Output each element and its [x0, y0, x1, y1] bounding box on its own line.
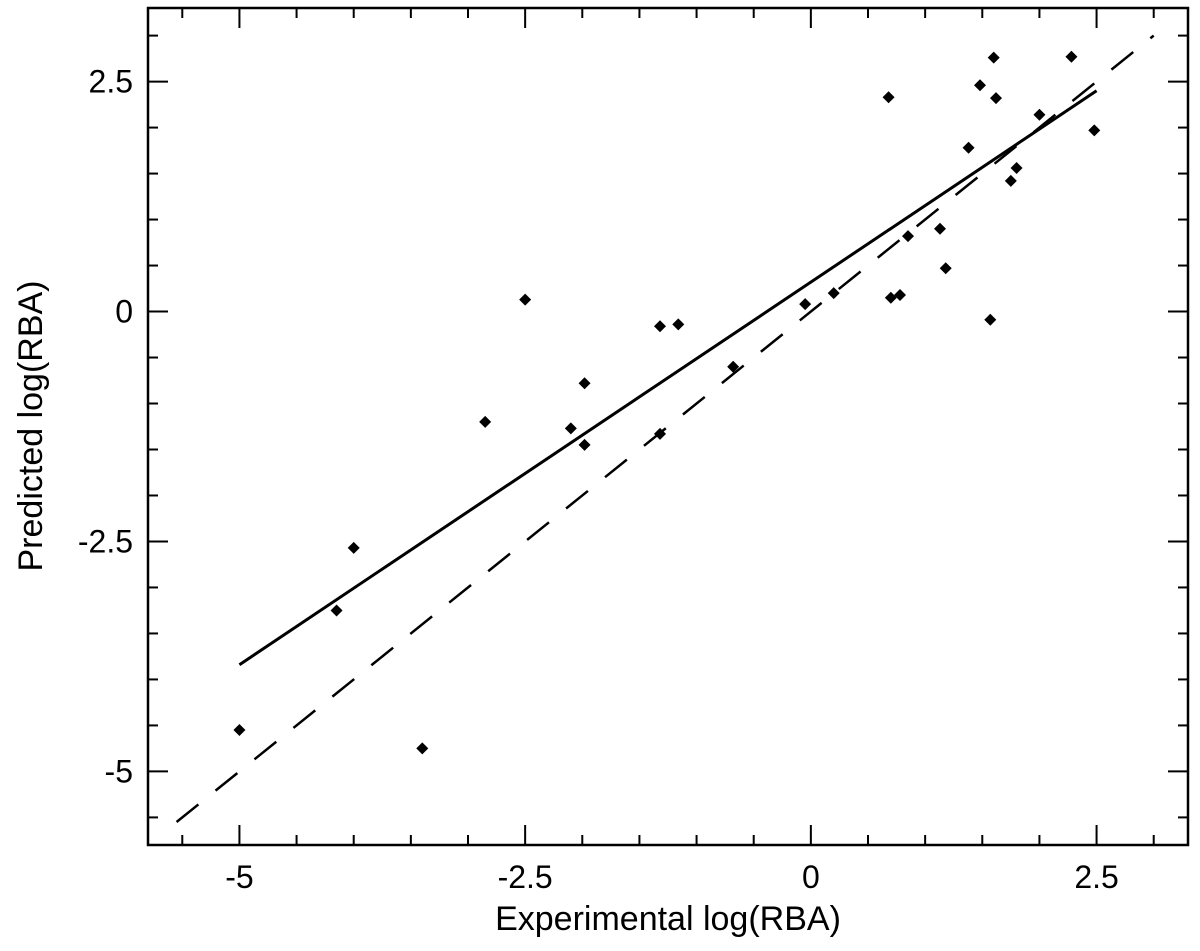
- data-point: [902, 230, 914, 243]
- data-point: [882, 91, 895, 104]
- data-point: [987, 51, 1000, 64]
- x-tick-label: 2.5: [1074, 859, 1118, 895]
- x-tick-label: 0: [802, 859, 820, 895]
- data-point: [894, 288, 906, 301]
- identity-dashed-line: [175, 34, 1155, 823]
- y-tick-label: 0: [115, 294, 133, 330]
- x-tick-label: -5: [225, 859, 253, 895]
- data-point: [934, 222, 946, 235]
- data-point: [990, 92, 1002, 105]
- data-point: [672, 318, 685, 331]
- data-point: [984, 313, 997, 326]
- data-points: [233, 50, 1101, 755]
- line-series: [175, 34, 1155, 823]
- data-point: [1004, 174, 1017, 187]
- data-point: [962, 141, 975, 154]
- data-point: [564, 422, 577, 435]
- data-point: [233, 724, 246, 737]
- data-point: [578, 377, 591, 390]
- data-point: [1033, 108, 1046, 121]
- y-axis-title: Predicted log(RBA): [12, 280, 50, 571]
- data-point: [654, 320, 666, 333]
- tick-labels: -5 -5 -2.5 -2.5 0 0 2.5 2.5: [78, 64, 1119, 895]
- data-point: [939, 262, 952, 275]
- data-point: [479, 415, 492, 428]
- data-point: [519, 293, 532, 306]
- data-point: [974, 79, 986, 92]
- data-point: [330, 604, 343, 617]
- data-point: [1088, 124, 1101, 137]
- data-point: [578, 438, 591, 451]
- axis-ticks: [148, 8, 1188, 845]
- regression-fit-line: [238, 89, 1098, 666]
- data-point: [727, 360, 740, 373]
- data-point: [827, 287, 840, 300]
- data-point: [416, 742, 429, 755]
- y-tick-label: 2.5: [89, 64, 133, 100]
- y-tick-label: -5: [105, 753, 133, 789]
- data-point: [799, 298, 812, 311]
- data-point: [884, 291, 897, 304]
- y-tick-label: -2.5: [78, 523, 133, 559]
- data-point: [1065, 50, 1078, 63]
- data-point: [347, 541, 360, 554]
- data-point: [1010, 162, 1023, 175]
- data-point: [654, 427, 666, 440]
- plot-frame: [146, 6, 1190, 847]
- x-tick-label: -2.5: [498, 859, 553, 895]
- x-axis-title: Experimental log(RBA): [495, 900, 841, 938]
